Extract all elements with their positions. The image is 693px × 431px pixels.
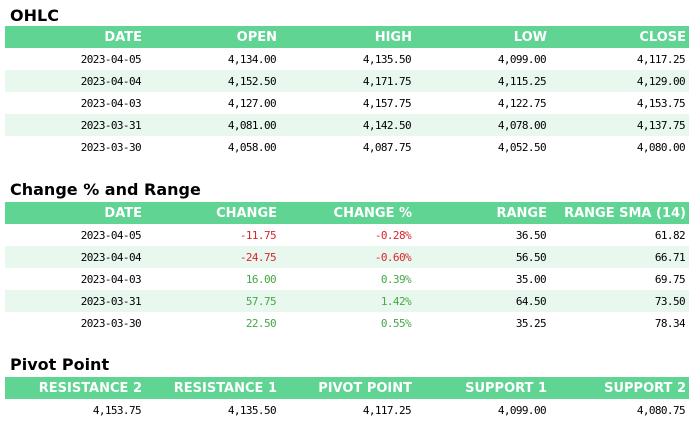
table-row: 2023-04-03 16.00 0.39% 35.00 69.75 xyxy=(5,268,689,290)
cell-change: -11.75 xyxy=(239,228,277,242)
cell-open: 4,134.00 xyxy=(227,52,277,66)
cell-low: 4,078.00 xyxy=(415,114,550,136)
cell-change-pct: 0.39% xyxy=(380,272,412,286)
table-row: 2023-04-03 4,127.00 4,157.75 4,122.75 4,… xyxy=(5,92,689,114)
table-row: 2023-03-30 4,058.00 4,087.75 4,052.50 4,… xyxy=(5,136,689,158)
table-row: 2023-04-05 4,134.00 4,135.50 4,099.00 4,… xyxy=(5,48,689,70)
ohlc-header-row: DATE OPEN HIGH LOW CLOSE xyxy=(5,26,689,48)
cell-open: 4,081.00 xyxy=(145,114,280,136)
table-row: 2023-04-05 -11.75 -0.28% 36.50 61.82 xyxy=(5,224,689,246)
cell-date: 2023-03-30 xyxy=(80,140,142,154)
cell-change-pct: 0.55% xyxy=(380,316,412,330)
cell-change-pct: -0.28% xyxy=(374,228,412,242)
cell-support-2: 4,080.75 xyxy=(636,403,686,417)
cell-support-1: 4,099.00 xyxy=(497,403,547,417)
cell-range: 64.50 xyxy=(415,290,550,312)
cell-low: 4,099.00 xyxy=(497,52,547,66)
cell-high: 4,142.50 xyxy=(280,114,415,136)
col-header-range[interactable]: RANGE xyxy=(415,202,550,224)
change-range-title: Change % and Range xyxy=(10,180,201,199)
ohlc-table: DATE OPEN HIGH LOW CLOSE 2023-04-05 4,13… xyxy=(5,26,689,158)
cell-range-sma: 69.75 xyxy=(654,272,686,286)
table-row: 2023-04-04 4,152.50 4,171.75 4,115.25 4,… xyxy=(5,70,689,92)
cell-date: 2023-03-31 xyxy=(5,290,145,312)
cell-close: 4,117.25 xyxy=(636,52,686,66)
cell-range-sma: 66.71 xyxy=(550,246,689,268)
cell-date: 2023-04-04 xyxy=(5,246,145,268)
cell-change-pct: -0.60% xyxy=(280,246,415,268)
col-header-range-sma[interactable]: RANGE SMA (14) xyxy=(550,202,689,224)
cell-close: 4,137.75 xyxy=(550,114,689,136)
table-row: 4,153.75 4,135.50 4,117.25 4,099.00 4,08… xyxy=(5,399,689,421)
cell-date: 2023-04-03 xyxy=(80,272,142,286)
cell-open: 4,058.00 xyxy=(227,140,277,154)
cell-low: 4,052.50 xyxy=(497,140,547,154)
cell-change: 16.00 xyxy=(245,272,277,286)
cell-open: 4,152.50 xyxy=(145,70,280,92)
cell-range-sma: 61.82 xyxy=(654,228,686,242)
col-header-pivot-point[interactable]: PIVOT POINT xyxy=(280,377,415,399)
cell-date: 2023-03-31 xyxy=(5,114,145,136)
col-header-resistance-1[interactable]: RESISTANCE 1 xyxy=(145,377,280,399)
col-header-date[interactable]: DATE xyxy=(5,202,145,224)
col-header-open[interactable]: OPEN xyxy=(145,26,280,48)
col-header-support-1[interactable]: SUPPORT 1 xyxy=(415,377,550,399)
cell-date: 2023-04-04 xyxy=(5,70,145,92)
cell-low: 4,115.25 xyxy=(415,70,550,92)
col-header-high[interactable]: HIGH xyxy=(280,26,415,48)
cell-open: 4,127.00 xyxy=(227,96,277,110)
cell-resistance-1: 4,135.50 xyxy=(227,403,277,417)
cell-change: 57.75 xyxy=(145,290,280,312)
pivot-table: RESISTANCE 2 RESISTANCE 1 PIVOT POINT SU… xyxy=(5,377,689,421)
cell-date: 2023-04-03 xyxy=(80,96,142,110)
change-range-table: DATE CHANGE CHANGE % RANGE RANGE SMA (14… xyxy=(5,202,689,334)
ohlc-title: OHLC xyxy=(10,6,59,25)
cell-date: 2023-04-05 xyxy=(80,228,142,242)
col-header-close[interactable]: CLOSE xyxy=(550,26,689,48)
cell-range: 35.00 xyxy=(515,272,547,286)
cell-date: 2023-04-05 xyxy=(80,52,142,66)
cell-change-pct: 1.42% xyxy=(280,290,415,312)
cell-close: 4,080.00 xyxy=(636,140,686,154)
cell-range-sma: 78.34 xyxy=(654,316,686,330)
cell-low: 4,122.75 xyxy=(497,96,547,110)
cell-resistance-2: 4,153.75 xyxy=(92,403,142,417)
pivot-title: Pivot Point xyxy=(10,355,110,374)
cell-range-sma: 73.50 xyxy=(550,290,689,312)
cell-high: 4,157.75 xyxy=(362,96,412,110)
cell-close: 4,153.75 xyxy=(636,96,686,110)
pivot-header-row: RESISTANCE 2 RESISTANCE 1 PIVOT POINT SU… xyxy=(5,377,689,399)
cell-range: 35.25 xyxy=(515,316,547,330)
table-row: 2023-03-31 4,081.00 4,142.50 4,078.00 4,… xyxy=(5,114,689,136)
cell-date: 2023-03-30 xyxy=(80,316,142,330)
cell-high: 4,171.75 xyxy=(280,70,415,92)
col-header-change-pct[interactable]: CHANGE % xyxy=(280,202,415,224)
cell-pivot-point: 4,117.25 xyxy=(362,403,412,417)
table-row: 2023-03-31 57.75 1.42% 64.50 73.50 xyxy=(5,290,689,312)
table-row: 2023-04-04 -24.75 -0.60% 56.50 66.71 xyxy=(5,246,689,268)
cell-change: -24.75 xyxy=(145,246,280,268)
cell-change: 22.50 xyxy=(245,316,277,330)
col-header-low[interactable]: LOW xyxy=(415,26,550,48)
col-header-date[interactable]: DATE xyxy=(5,26,145,48)
cell-high: 4,087.75 xyxy=(362,140,412,154)
table-row: 2023-03-30 22.50 0.55% 35.25 78.34 xyxy=(5,312,689,334)
change-range-header-row: DATE CHANGE CHANGE % RANGE RANGE SMA (14… xyxy=(5,202,689,224)
col-header-resistance-2[interactable]: RESISTANCE 2 xyxy=(5,377,145,399)
cell-close: 4,129.00 xyxy=(550,70,689,92)
cell-range: 56.50 xyxy=(415,246,550,268)
cell-high: 4,135.50 xyxy=(362,52,412,66)
col-header-support-2[interactable]: SUPPORT 2 xyxy=(550,377,689,399)
cell-range: 36.50 xyxy=(515,228,547,242)
col-header-change[interactable]: CHANGE xyxy=(145,202,280,224)
